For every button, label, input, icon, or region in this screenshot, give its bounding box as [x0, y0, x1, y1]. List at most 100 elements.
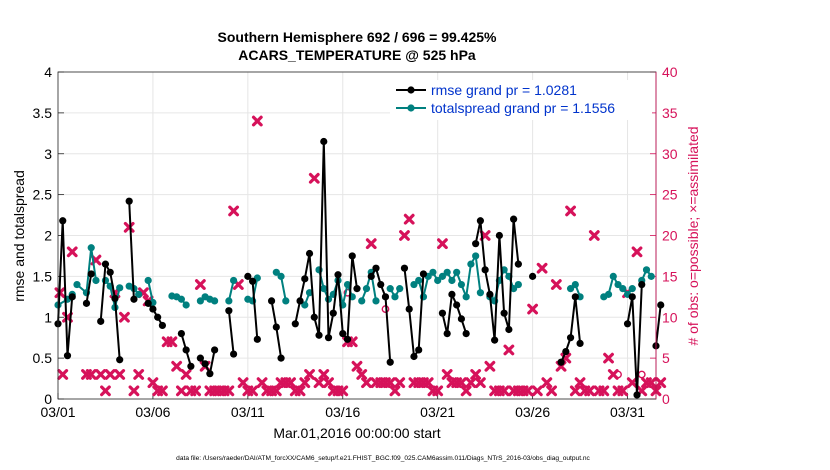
rmse-point [87, 270, 95, 278]
y-right-tick-label: 5 [662, 350, 670, 366]
chart-subtitle: ACARS_TEMPERATURE @ 525 hPa [238, 47, 476, 63]
obs-assimilated-point [147, 377, 159, 389]
rmse-point [457, 315, 466, 323]
rmse-point [248, 277, 257, 285]
spread-point [372, 297, 380, 305]
obs-x-stroke [351, 360, 363, 372]
x-axis-label: Mar.01,2016 00:00:00 start [273, 425, 440, 441]
obs-assimilated-point [57, 369, 69, 380]
rmse-point [367, 272, 375, 280]
obs-x-stroke [626, 377, 638, 389]
rmse-point [187, 362, 195, 370]
spread-point [609, 272, 617, 280]
obs-assimilated-point [603, 352, 614, 364]
rmse-point [201, 360, 209, 368]
obs-assimilated-point [474, 377, 486, 389]
spread-point [453, 268, 461, 276]
obs-assimilated-point [588, 230, 600, 241]
rmse-point [305, 249, 314, 258]
obs-assimilated-point [541, 377, 553, 389]
rmse-point [206, 370, 214, 378]
obs-assimilated-point [85, 369, 97, 380]
spread-point [272, 268, 280, 276]
obs-x-stroke [157, 385, 168, 397]
obs-assimilated-point [157, 385, 168, 397]
rmse-line [199, 349, 216, 377]
spread-point [566, 285, 575, 293]
obs-assimilated-point [394, 377, 406, 389]
obs-assimilated-point [104, 369, 116, 380]
obs-assimilated-point [123, 221, 135, 233]
spread-point [647, 272, 655, 280]
rmse-point [571, 293, 579, 301]
rmse-point [277, 354, 285, 362]
rmse-point [495, 231, 503, 240]
obs-x-stroke [304, 369, 315, 380]
obs-assimilated-point [95, 369, 107, 380]
spread-point [391, 293, 399, 301]
obs-assimilated-point [465, 377, 477, 389]
y-right-tick-label: 10 [662, 309, 678, 325]
rmse-point [97, 317, 105, 325]
legend-rmse-label: rmse grand pr = 1.0281 [431, 82, 577, 98]
rmse-point [438, 309, 447, 317]
y-right-tick-label: 0 [662, 391, 670, 407]
obs-assimilated-point [180, 369, 192, 380]
obs-x-stroke [228, 205, 240, 217]
obs-assimilated-point [166, 336, 178, 348]
rmse-point [486, 290, 494, 298]
rmse-point [267, 297, 276, 305]
rmse-point [566, 334, 575, 342]
chart-title: Southern Hemisphere 692 / 696 = 99.425% [218, 29, 498, 45]
obs-assimilated-point [645, 377, 657, 389]
obs-assimilated-point [294, 385, 306, 397]
rmse-point [334, 271, 342, 279]
rmse-point [196, 354, 204, 362]
y-left-tick-label: 2.5 [33, 187, 53, 203]
spread-point [448, 276, 456, 285]
legend-spread-label: totalspread grand pr = 1.1556 [431, 100, 615, 116]
obs-x-stroke [584, 385, 595, 397]
rmse-point [348, 252, 356, 260]
obs-x-stroke [365, 238, 377, 250]
obs-x-stroke [437, 238, 448, 250]
x-tick-labels: 03/01 03/06 03/11 03/16 03/21 03/26 03/31 [40, 404, 645, 420]
rmse-point [106, 268, 114, 276]
spread-line [147, 280, 154, 303]
obs-assimilated-point [626, 377, 638, 389]
rmse-line [147, 302, 164, 326]
rmse-point [623, 320, 632, 328]
obs-assimilated-point [100, 385, 111, 397]
obs-assimilated-point [356, 369, 368, 380]
obs-x-stroke [66, 246, 78, 258]
spread-point [358, 297, 366, 305]
x-tick-label: 03/16 [325, 404, 360, 420]
rmse-point [472, 240, 480, 248]
rmse-point [310, 313, 318, 321]
obs-x-stroke [498, 385, 510, 397]
rmse-point [154, 313, 162, 321]
rmse-line [128, 201, 135, 300]
rmse-point [315, 331, 323, 339]
rmse-point [343, 335, 352, 343]
rmse-point [324, 334, 333, 342]
obs-x-stroke [503, 344, 515, 356]
rmse-point [500, 309, 508, 317]
rmse-point [505, 325, 513, 334]
obs-assimilated-point [66, 246, 78, 258]
obs-x-stroke [119, 311, 130, 323]
spread-point [614, 280, 622, 289]
obs-x-stroke [484, 360, 496, 372]
rmse-point [101, 260, 110, 268]
obs-x-stroke [337, 385, 349, 397]
rmse-point [353, 285, 361, 293]
obs-x-stroke [190, 385, 202, 397]
obs-x-stroke [631, 246, 643, 258]
obs-assimilated-point [361, 377, 372, 389]
obs-x-stroke [247, 385, 258, 397]
obs-assimilated-point [546, 385, 557, 397]
obs-x-stroke [171, 360, 183, 372]
obs-x-stroke [123, 221, 135, 233]
rmse-point [415, 346, 423, 354]
